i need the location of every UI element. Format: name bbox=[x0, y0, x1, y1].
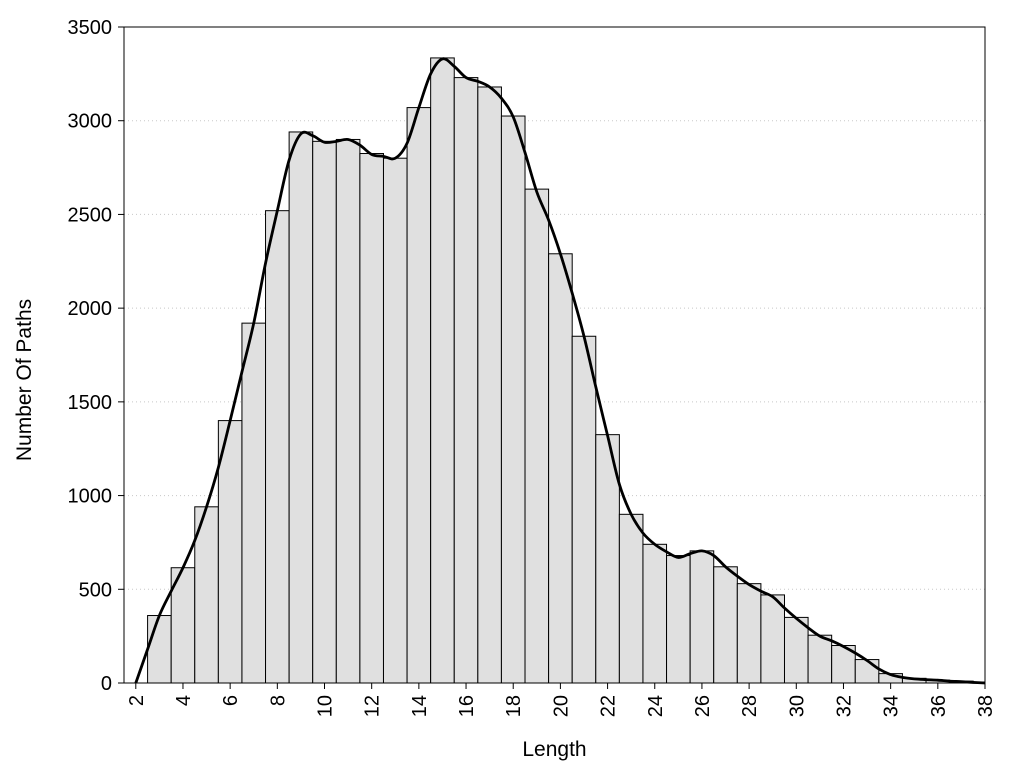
histogram-bar bbox=[524, 188, 550, 684]
histogram-bar bbox=[760, 594, 785, 684]
y-tick-label: 2000 bbox=[68, 298, 113, 320]
x-tick-label: 28 bbox=[739, 695, 761, 717]
histogram-bar bbox=[217, 420, 243, 684]
y-axis-title: Number Of Paths bbox=[13, 299, 36, 461]
y-tick-label: 1000 bbox=[68, 486, 113, 508]
histogram-bar bbox=[783, 616, 809, 684]
histogram-bar bbox=[406, 107, 432, 684]
x-tick-label: 38 bbox=[975, 695, 997, 717]
y-tick-label: 2500 bbox=[68, 204, 113, 226]
x-tick-label: 34 bbox=[881, 695, 903, 717]
histogram-bar bbox=[548, 253, 573, 684]
x-tick-label: 24 bbox=[645, 695, 667, 717]
x-axis-ticks: 2 4 6 8 10 12 14 16 18 20 22 24 26 28 30 32 34 36 38 bbox=[126, 683, 997, 717]
histogram-bar bbox=[477, 86, 502, 684]
x-tick-label: 26 bbox=[692, 695, 714, 717]
y-axis-ticks: 0 500 1000 1500 2000 2500 3000 3500 bbox=[68, 17, 124, 695]
x-tick-label: 32 bbox=[833, 695, 855, 717]
histogram-bar bbox=[666, 555, 691, 684]
histogram-bar bbox=[713, 566, 738, 684]
y-tick-label: 500 bbox=[79, 579, 112, 601]
histogram-bar bbox=[689, 550, 715, 684]
x-tick-label: 6 bbox=[220, 695, 242, 706]
x-tick-label: 22 bbox=[598, 695, 620, 717]
histogram-bar bbox=[500, 115, 526, 684]
y-tick-label: 3500 bbox=[68, 17, 113, 39]
x-tick-label: 10 bbox=[315, 695, 337, 717]
density-curve bbox=[134, 57, 986, 685]
x-tick-label: 18 bbox=[503, 695, 525, 717]
x-tick-label: 8 bbox=[267, 695, 289, 706]
x-tick-label: 14 bbox=[409, 695, 431, 717]
histogram-bar bbox=[241, 322, 267, 684]
y-tick-label: 3000 bbox=[68, 111, 113, 133]
x-tick-label: 20 bbox=[550, 695, 572, 717]
histogram-bar bbox=[147, 615, 172, 684]
histogram-bar bbox=[642, 543, 668, 684]
x-tick-label: 16 bbox=[456, 695, 478, 717]
x-tick-label: 2 bbox=[126, 695, 148, 706]
histogram-bar bbox=[312, 140, 337, 684]
histogram-bar bbox=[854, 659, 880, 684]
x-tick-label: 30 bbox=[786, 695, 808, 717]
x-axis-title: Length bbox=[522, 738, 586, 761]
histogram-bar bbox=[736, 583, 762, 684]
histogram-bar bbox=[618, 513, 644, 684]
histogram-bar bbox=[571, 335, 597, 684]
density-curve-layer bbox=[134, 57, 986, 685]
histogram-bar bbox=[335, 138, 361, 684]
histogram-bar bbox=[430, 57, 455, 684]
y-tick-label: 0 bbox=[101, 673, 112, 695]
histogram-bar bbox=[288, 131, 314, 684]
x-tick-label: 4 bbox=[173, 695, 195, 706]
histogram-bar bbox=[265, 210, 290, 684]
histogram-bar bbox=[359, 153, 384, 684]
x-tick-label: 12 bbox=[362, 695, 384, 717]
histogram-bars bbox=[147, 57, 986, 684]
histogram-bar bbox=[453, 77, 479, 684]
x-tick-label: 36 bbox=[928, 695, 950, 717]
histogram-bar bbox=[807, 634, 833, 684]
y-tick-label: 1500 bbox=[68, 392, 113, 414]
histogram-bar bbox=[382, 157, 408, 684]
plot-frame bbox=[123, 26, 986, 684]
